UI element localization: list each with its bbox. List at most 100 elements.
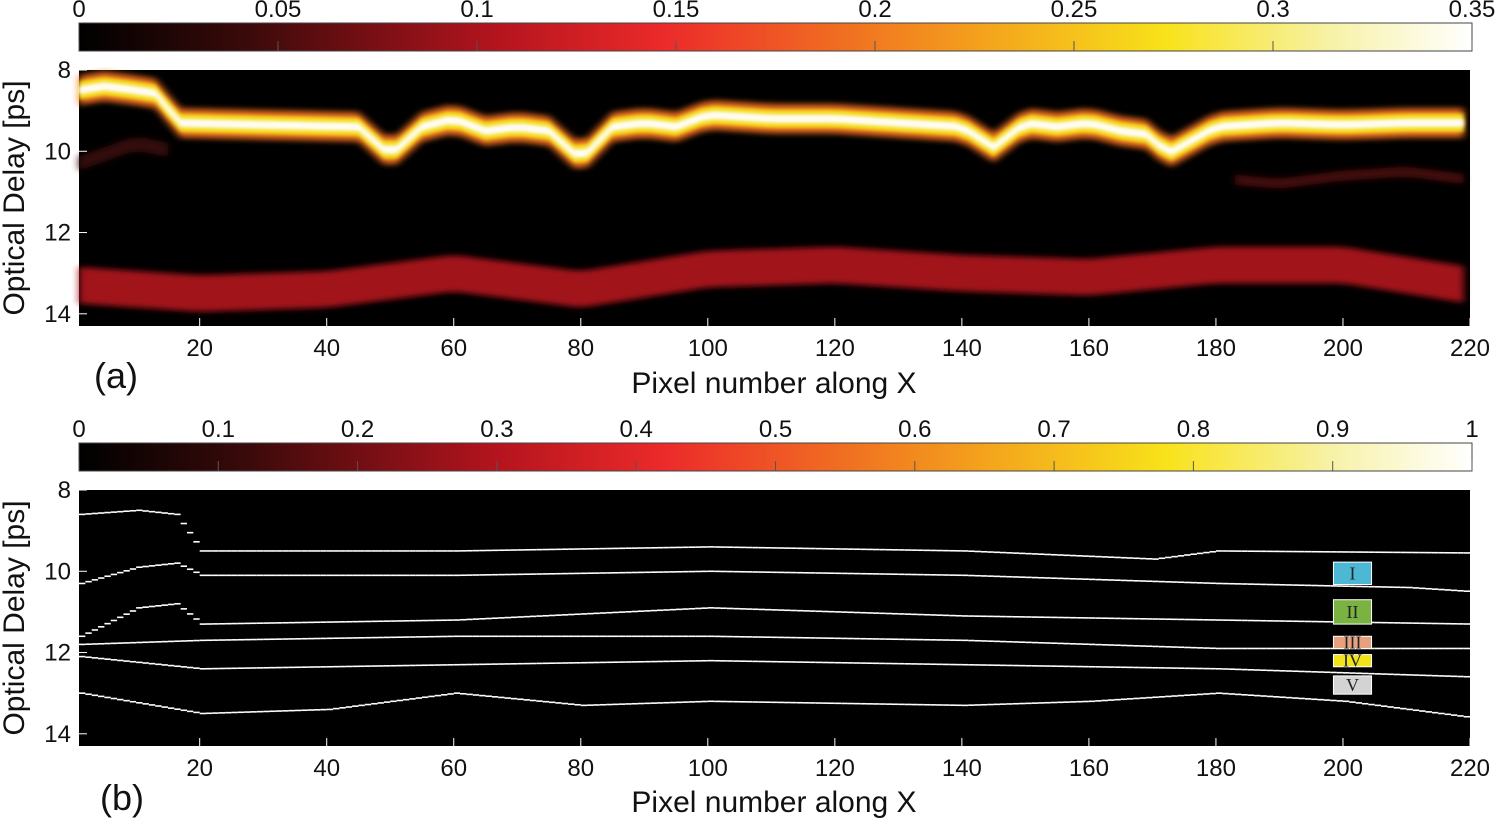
y-tick-label: 14 bbox=[44, 301, 71, 328]
colorbar-tick-label: 0 bbox=[72, 0, 85, 23]
x-tick-label: 80 bbox=[567, 755, 594, 782]
x-tick-label: 220 bbox=[1450, 335, 1490, 362]
panel-b-label: (b) bbox=[100, 777, 144, 818]
axis-b-x-title: Pixel number along X bbox=[631, 786, 916, 819]
panel-b: 0 0.1 0.2 0.3 0.4 0.5 0.6 0.7 0.8 0.9 1 IIIIIIIVV … bbox=[0, 416, 1490, 819]
x-tick-label: 40 bbox=[313, 755, 340, 782]
colorbar-a: 0 0.05 0.1 0.15 0.2 0.25 0.3 0.35 bbox=[72, 0, 1495, 52]
x-tick-label: 100 bbox=[688, 755, 728, 782]
layer-box-i: I bbox=[1332, 561, 1373, 585]
y-tick-label: 14 bbox=[44, 721, 71, 748]
axis-b-x-ticks: 20 40 60 80 100 120 140 160 180 200 220 bbox=[186, 738, 1490, 782]
x-tick-label: 180 bbox=[1196, 755, 1236, 782]
y-tick-label: 12 bbox=[44, 220, 71, 247]
colorbar-tick-label: 0.8 bbox=[1177, 416, 1210, 443]
x-tick-label: 180 bbox=[1196, 335, 1236, 362]
plot-a: 8 10 12 14 20 40 60 80 100 120 140 160 180 200 220 bbox=[44, 57, 1490, 362]
x-tick-label: 80 bbox=[567, 335, 594, 362]
x-tick-label: 120 bbox=[815, 755, 855, 782]
layer-box-label: II bbox=[1346, 602, 1358, 622]
axis-a-y-title: Optical Delay [ps] bbox=[0, 80, 31, 315]
layer-box-fill bbox=[1332, 635, 1373, 649]
y-tick-label: 10 bbox=[44, 558, 71, 585]
panel-a-label: (a) bbox=[94, 355, 138, 396]
axis-a-y-ticks: 8 10 12 14 bbox=[44, 57, 87, 328]
layer-box-v: V bbox=[1332, 675, 1373, 695]
colorbar-b-ticks: 0 0.1 0.2 0.3 0.4 0.5 0.6 0.7 0.8 0.9 1 bbox=[72, 416, 1479, 471]
boundary-line bbox=[79, 655, 1477, 678]
colorbar-tick-label: 0.2 bbox=[858, 0, 891, 23]
layer-box-iv: IV bbox=[1332, 651, 1373, 671]
layer-box-fill bbox=[1332, 675, 1373, 695]
x-tick-label: 60 bbox=[440, 335, 467, 362]
y-tick-label: 8 bbox=[58, 57, 71, 84]
colorbar-tick-label: 0.5 bbox=[759, 416, 792, 443]
heatmap-band bbox=[79, 246, 1464, 312]
axis-a-x-title: Pixel number along X bbox=[631, 367, 916, 400]
layer-box-fill bbox=[1332, 561, 1373, 585]
heatmap-band bbox=[1234, 166, 1464, 189]
plot-b-boundary-lines bbox=[79, 509, 1477, 719]
colorbar-b: 0 0.1 0.2 0.3 0.4 0.5 0.6 0.7 0.8 0.9 1 bbox=[72, 416, 1479, 472]
colorbar-tick-label: 1 bbox=[1465, 416, 1478, 443]
plot-a-features bbox=[79, 71, 1464, 312]
heatmap-feature bbox=[79, 246, 1464, 312]
colorbar-tick-label: 0.3 bbox=[480, 416, 513, 443]
x-tick-label: 140 bbox=[942, 335, 982, 362]
layer-box-fill bbox=[1332, 654, 1373, 668]
panel-a: 0 0.05 0.1 0.15 0.2 0.25 0.3 0.35 8 10 12 14 20 40 6… bbox=[0, 0, 1495, 400]
layer-box-label: I bbox=[1349, 563, 1355, 583]
layer-box-iii: III bbox=[1332, 632, 1373, 652]
colorbar-tick-label: 0.15 bbox=[653, 0, 700, 23]
x-tick-label: 140 bbox=[942, 755, 982, 782]
axis-b-y-title: Optical Delay [ps] bbox=[0, 500, 31, 735]
x-tick-label: 160 bbox=[1069, 335, 1109, 362]
y-tick-label: 12 bbox=[44, 640, 71, 667]
layer-box-label: III bbox=[1344, 632, 1362, 652]
x-tick-label: 220 bbox=[1450, 755, 1490, 782]
x-tick-label: 200 bbox=[1323, 335, 1363, 362]
colorbar-tick-label: 0.4 bbox=[620, 416, 653, 443]
boundary-line bbox=[79, 562, 1477, 593]
x-tick-label: 20 bbox=[186, 335, 213, 362]
colorbar-tick-label: 0 bbox=[72, 416, 85, 443]
x-tick-label: 60 bbox=[440, 755, 467, 782]
layer-box-label: V bbox=[1346, 675, 1359, 695]
x-tick-label: 40 bbox=[313, 335, 340, 362]
colorbar-tick-label: 0.25 bbox=[1051, 0, 1098, 23]
colorbar-tick-label: 0.1 bbox=[202, 416, 235, 443]
boundary-line bbox=[79, 602, 1477, 638]
heatmap-feature bbox=[1234, 166, 1464, 189]
colorbar-tick-label: 0.9 bbox=[1316, 416, 1349, 443]
y-tick-label: 8 bbox=[58, 477, 71, 504]
layer-box-ii: II bbox=[1332, 599, 1373, 625]
x-tick-label: 120 bbox=[815, 335, 855, 362]
colorbar-tick-label: 0.2 bbox=[341, 416, 374, 443]
axis-a-x-ticks: 20 40 60 80 100 120 140 160 180 200 220 bbox=[186, 318, 1490, 362]
y-tick-label: 10 bbox=[44, 138, 71, 165]
colorbar-a-ticks: 0 0.05 0.1 0.15 0.2 0.25 0.3 0.35 bbox=[72, 0, 1495, 51]
x-tick-label: 20 bbox=[186, 755, 213, 782]
colorbar-tick-label: 0.7 bbox=[1037, 416, 1070, 443]
heatmap-band bbox=[79, 82, 1464, 158]
boundary-line bbox=[79, 692, 1477, 719]
colorbar-tick-label: 0.3 bbox=[1256, 0, 1289, 23]
colorbar-a-gradient bbox=[78, 22, 1473, 52]
heatmap-feature bbox=[79, 71, 1464, 169]
heatmap-feature bbox=[79, 137, 168, 171]
plot-b-background bbox=[79, 490, 1470, 746]
x-tick-label: 160 bbox=[1069, 755, 1109, 782]
x-tick-label: 200 bbox=[1323, 755, 1363, 782]
axis-b-y-ticks: 8 10 12 14 bbox=[44, 477, 87, 748]
boundary-line bbox=[79, 509, 1477, 560]
colorbar-tick-label: 0.6 bbox=[898, 416, 931, 443]
heatmap-band bbox=[79, 137, 168, 171]
colorbar-tick-label: 0.05 bbox=[255, 0, 302, 23]
layer-box-fill bbox=[1332, 599, 1373, 625]
colorbar-tick-label: 0.35 bbox=[1449, 0, 1496, 23]
colorbar-tick-label: 0.1 bbox=[460, 0, 493, 23]
layer-box-label: IV bbox=[1343, 651, 1362, 671]
